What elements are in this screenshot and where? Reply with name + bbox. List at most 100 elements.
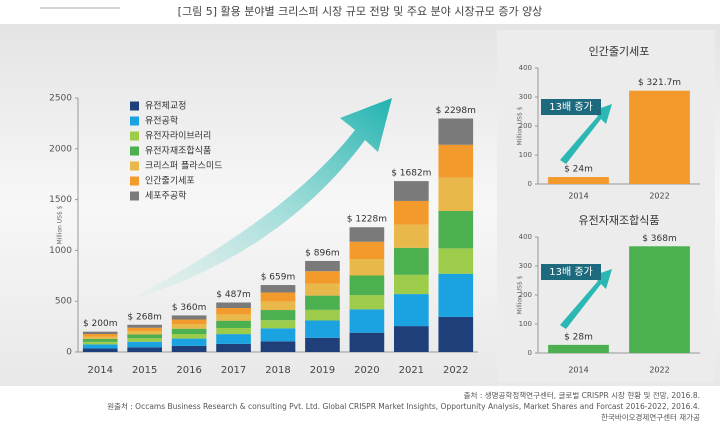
x-tick-label: 2015 [132, 365, 157, 376]
bar-segment [260, 341, 296, 352]
total-label: $ 268m [127, 312, 162, 322]
bar-segment [82, 338, 118, 342]
bar-segment [305, 309, 340, 321]
bar-segment [216, 328, 251, 335]
bar-segment [260, 301, 296, 311]
bar-segment [171, 319, 207, 325]
y-tick-label: 2500 [49, 94, 72, 104]
y-tick-label: 0 [528, 349, 532, 357]
x-tick-label: 2021 [399, 365, 424, 376]
bar-segment [305, 295, 340, 310]
y-axis-label: Million US$ $ [57, 205, 64, 244]
x-tick-label: 2016 [176, 365, 201, 376]
y-tick-label: 1000 [49, 246, 72, 256]
chart-title: 인간줄기세포 [589, 45, 650, 58]
bar-segment [216, 314, 251, 321]
bar-segment [349, 241, 385, 260]
x-tick-label: 2018 [265, 365, 290, 376]
y-tick-label: 300 [519, 93, 532, 101]
bar-segment [82, 341, 118, 345]
bar-segment [127, 334, 162, 339]
bar-segment [394, 200, 429, 225]
y-tick-label: 0 [66, 348, 72, 358]
bar-segment [438, 144, 474, 178]
bar-segment [127, 327, 162, 331]
x-tick-label: 2014 [568, 192, 588, 201]
y-axis-label: Million US$ $ [517, 106, 524, 145]
value-label: $ 24m [564, 165, 593, 175]
annotation: 13배 증가 [549, 266, 593, 278]
bar-segment [127, 324, 162, 328]
x-tick-label: 2020 [354, 365, 379, 376]
y-tick-label: 500 [55, 297, 72, 307]
total-label: $ 200m [83, 319, 118, 329]
y-tick-label: 400 [519, 64, 532, 72]
bar-segment [127, 338, 162, 342]
bar-segment [305, 271, 340, 284]
bar-segment [438, 248, 474, 274]
legend-swatch [130, 191, 139, 201]
y-tick-label: 2000 [49, 144, 72, 154]
x-tick-label: 2022 [649, 192, 669, 201]
chart-title: 유전자재조합식품 [579, 214, 660, 227]
bar-segment [216, 320, 251, 329]
bar-segment [349, 332, 385, 352]
arrow [560, 104, 612, 164]
y-tick-label: 100 [519, 151, 532, 159]
y-tick-label: 400 [519, 233, 532, 241]
bar-segment [216, 343, 251, 352]
legend-swatch [130, 161, 139, 171]
bar-segment [349, 227, 385, 242]
total-label: $ 360m [172, 303, 207, 313]
annotation-box [541, 99, 601, 115]
bar-segment [82, 331, 118, 335]
bar-segment [349, 259, 385, 276]
bar-segment [260, 320, 296, 329]
bar-segment [127, 347, 162, 352]
bar-segment [394, 294, 429, 327]
source-note: 원출처 : Occams Business Research & consult… [107, 401, 700, 411]
bar-segment [127, 330, 162, 335]
legend-label: 유전자재조합식품 [145, 146, 211, 157]
x-tick-label: 2014 [87, 365, 112, 376]
y-tick-label: 100 [519, 320, 532, 328]
legend-swatch [130, 146, 139, 156]
total-label: $ 659m [261, 273, 296, 283]
legend-label: 세포주공학 [145, 191, 186, 202]
bar-segment [216, 334, 251, 344]
bar-segment [394, 247, 429, 275]
bar-segment [394, 224, 429, 248]
bar-segment [438, 118, 474, 145]
bar [548, 344, 609, 353]
annotation: 13배 증가 [549, 101, 593, 113]
x-tick-label: 2019 [310, 365, 335, 376]
bar-segment [305, 283, 340, 296]
value-label: $ 368m [642, 234, 677, 244]
bar-segment [349, 275, 385, 296]
legend-swatch [130, 116, 139, 126]
bar-segment [216, 302, 251, 309]
bar-segment [349, 295, 385, 310]
bar-segment [260, 292, 296, 302]
y-axis-label: Million US$ $ [517, 275, 524, 314]
x-tick-label: 2014 [568, 366, 588, 375]
bar-segment [82, 348, 118, 352]
bar-segment [438, 177, 474, 211]
legend-label: 유전자라이브러리 [145, 131, 211, 142]
y-tick-label: 200 [519, 291, 532, 299]
bar-segment [171, 338, 207, 346]
legend-label: 유전체교정 [145, 101, 186, 112]
bar-segment [305, 337, 340, 352]
legend-label: 크리스퍼 플라스미드 [145, 161, 222, 172]
value-label: $ 321.7m [638, 78, 681, 88]
bar [548, 177, 609, 184]
bar-segment [260, 328, 296, 342]
bar-segment [349, 309, 385, 333]
bar-segment [438, 316, 474, 352]
bar-segment [305, 260, 340, 272]
bar-segment [438, 273, 474, 317]
bar-segment [305, 320, 340, 338]
x-tick-label: 2022 [649, 366, 669, 375]
page-title: [그림 5] 활용 분야별 크리스퍼 시장 규모 전망 및 주요 분야 시장규모… [178, 4, 543, 18]
